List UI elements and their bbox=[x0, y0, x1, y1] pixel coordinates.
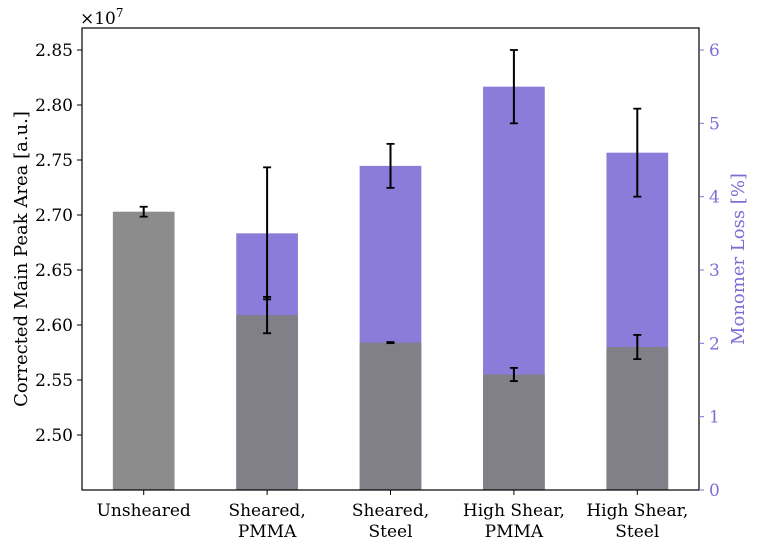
left-tick-label-0: 2.50 bbox=[35, 426, 73, 446]
x-tick-label-line: High Shear, bbox=[586, 501, 688, 521]
left-axis-label: Corrected Main Peak Area [a.u.] bbox=[11, 111, 32, 407]
x-tick-label-3: High Shear, PMMA bbox=[463, 501, 565, 542]
left-tick-label-1: 2.55 bbox=[35, 371, 73, 391]
x-tick-label-line: Sheared, bbox=[352, 501, 429, 521]
peak-area-bar-0 bbox=[112, 211, 175, 490]
right-tick-label-1: 1 bbox=[709, 408, 720, 428]
left-tick-label-5: 2.75 bbox=[35, 151, 73, 171]
x-tick-label-line: Unsheared bbox=[97, 501, 191, 521]
right-tick-label-3: 3 bbox=[709, 261, 720, 281]
peak-area-bar-2 bbox=[359, 342, 422, 490]
right-tick-label-0: 0 bbox=[709, 481, 720, 501]
x-tick-label-line: Sheared, bbox=[228, 501, 305, 521]
left-tick-label-4: 2.70 bbox=[35, 206, 73, 226]
x-tick-label-1: Sheared, PMMA bbox=[228, 501, 305, 542]
plot-area bbox=[112, 49, 669, 491]
peak-area-bar-3 bbox=[483, 374, 545, 490]
right-tick-label-6: 6 bbox=[709, 41, 720, 61]
left-tick-label-6: 2.80 bbox=[35, 96, 73, 116]
left-tick-label-3: 2.65 bbox=[35, 261, 73, 281]
x-tick-label-line: PMMA bbox=[238, 522, 297, 542]
x-tick-label-line: Steel bbox=[368, 522, 412, 542]
x-tick-label-line: Steel bbox=[615, 522, 659, 542]
x-tick-label-0: Unsheared bbox=[97, 501, 191, 521]
axes: 2.50 2.55 2.60 2.65 2.70 2.75 2.80 2.85 0 1 2 3 4 5 6 U… bbox=[11, 6, 749, 542]
left-tick-label-7: 2.85 bbox=[35, 41, 73, 61]
peak-area-bar-1 bbox=[236, 315, 298, 490]
multiplier-exponent: 7 bbox=[116, 6, 124, 20]
right-tick-label-4: 4 bbox=[709, 188, 720, 208]
x-tick-label-4: High Shear, Steel bbox=[586, 501, 688, 542]
left-tick-label-2: 2.60 bbox=[35, 316, 73, 336]
x-tick-label-line: High Shear, bbox=[463, 501, 565, 521]
x-tick-label-2: Sheared, Steel bbox=[352, 501, 429, 542]
peak-area-bar-4 bbox=[606, 347, 669, 490]
left-axis-multiplier: ×107 bbox=[80, 6, 124, 29]
right-tick-label-5: 5 bbox=[709, 114, 720, 134]
right-axis-label: Monomer Loss [%] bbox=[728, 173, 749, 345]
right-tick-label-2: 2 bbox=[709, 334, 720, 354]
multiplier-base: ×10 bbox=[80, 9, 116, 29]
x-tick-label-line: PMMA bbox=[485, 522, 544, 542]
